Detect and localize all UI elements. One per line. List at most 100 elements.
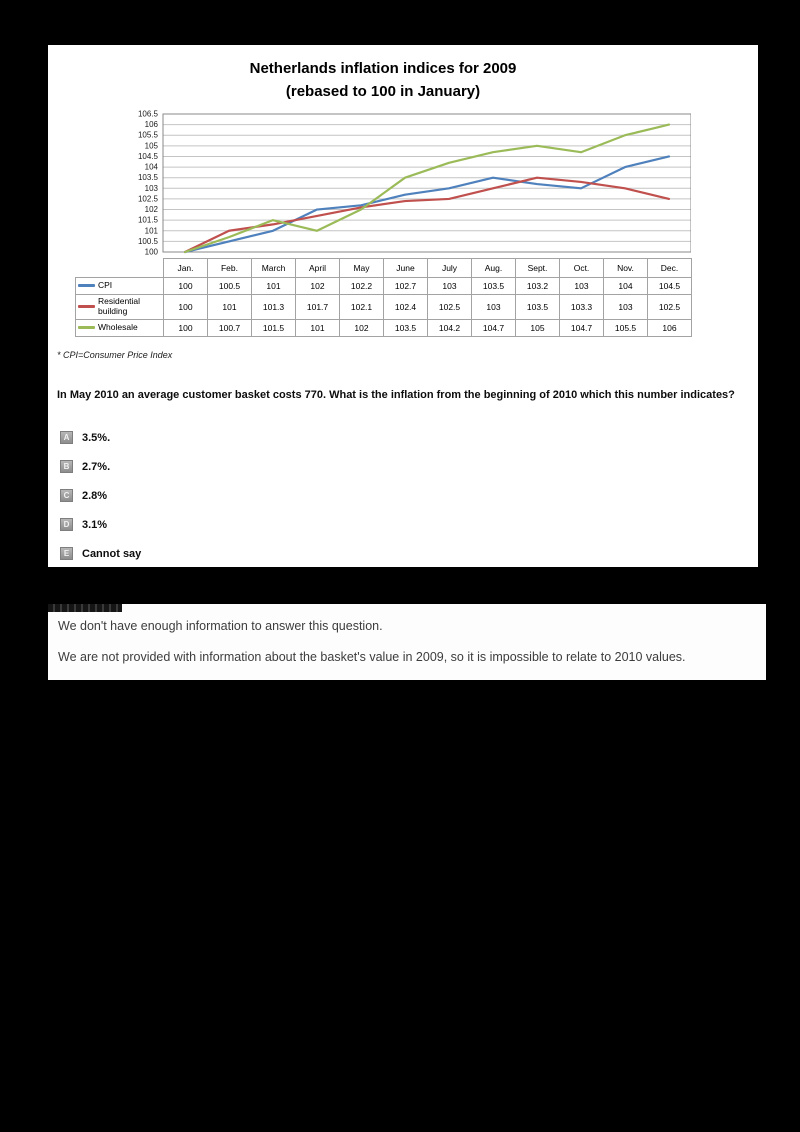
option-letter-badge: E [60,547,73,560]
month-header-cell: Feb. [207,258,252,278]
y-axis-tick-label: 102 [145,205,159,214]
question-text: In May 2010 an average customer basket c… [57,389,735,401]
answer-option-d[interactable]: D 3.1% [60,510,480,539]
value-cell: 102.7 [383,277,428,295]
month-header-cell: March [251,258,296,278]
value-cell: 101 [207,294,252,320]
month-header-cell: Aug. [471,258,516,278]
answer-option-b[interactable]: B 2.7%. [60,452,480,481]
chart-data-table: Jan. Feb. March April May June July Aug. Sept. Oc… [75,258,692,337]
value-cell: 100 [163,294,208,320]
value-cell: 102 [339,318,384,337]
table-row-wholesale: Wholesale 100 100.7 101.5 101 102 103.5 104.2 10… [75,318,692,337]
value-cell: 101 [251,277,296,295]
value-cell: 103.5 [471,277,516,295]
value-cell: 103.5 [515,294,560,320]
y-axis-tick-label: 106 [145,120,159,129]
value-cell: 102.5 [427,294,472,320]
table-row-cpi: CPI 100 100.5 101 102 102.2 102.7 103 103.5 103.2… [75,277,692,295]
y-axis-tick-label: 101 [145,226,159,235]
value-cell: 104 [603,277,648,295]
y-axis-tick-label: 103 [145,184,159,193]
month-header-cell: June [383,258,428,278]
option-text: 3.5%. [82,431,111,444]
series-label-cell-cpi: CPI [75,277,164,295]
cpi-footnote: * CPI=Consumer Price Index [57,350,173,360]
value-cell: 101.7 [295,294,340,320]
option-letter-badge: D [60,518,73,531]
value-cell: 104.2 [427,318,472,337]
y-axis-tick-label: 106.5 [138,110,159,119]
series-line-wholesale [183,123,671,254]
value-cell: 100.7 [207,318,252,337]
chart-title-line-1: Netherlands inflation indices for 2009 [249,60,517,77]
series-label-cell-wholesale: Wholesale [75,318,164,337]
month-header-cell: Oct. [559,258,604,278]
value-cell: 103.2 [515,277,560,295]
value-cell: 103.3 [559,294,604,320]
series-name-label: CPI [98,280,113,291]
table-corner-cell [76,259,164,278]
y-axis-tick-label: 104 [145,163,159,172]
option-letter-badge: A [60,431,73,444]
value-cell: 102.2 [339,277,384,295]
option-text: Cannot say [82,547,142,560]
option-letter-badge: B [60,460,73,473]
y-axis-tick-label: 100.5 [138,237,159,246]
explanation-line-1: We don't have enough information to answ… [58,619,383,633]
option-text: 2.8% [82,489,108,502]
option-text: 2.7%. [82,460,111,473]
inflation-chart: Netherlands inflation indices for 2009 (… [75,57,692,337]
value-cell: 102.4 [383,294,428,320]
answer-option-c[interactable]: C 2.8% [60,481,480,510]
table-row-residential-building: Residential building 100 101 101.3 101.7 102.… [75,294,692,320]
value-cell: 102.5 [647,294,692,320]
legend-swatch-residential-building [78,305,95,309]
value-cell: 104.7 [559,318,604,337]
value-cell: 103 [427,277,472,295]
value-cell: 100.5 [207,277,252,295]
y-axis-tick-label: 104.5 [138,152,159,161]
legend-swatch-wholesale [78,326,95,330]
value-cell: 101 [295,318,340,337]
y-axis-tick-label: 100 [145,248,159,257]
answer-options-list: A 3.5%. B 2.7%. C 2.8% D 3.1% E Cannot say [60,423,480,568]
month-header-cell: Nov. [603,258,648,278]
month-header-cell: May [339,258,384,278]
y-axis-tick-label: 102.5 [138,194,159,203]
value-cell: 106 [647,318,692,337]
value-cell: 102 [295,277,340,295]
month-header-cell: Jan. [163,258,208,278]
value-cell: 103 [603,294,648,320]
plot-border [162,113,691,253]
month-header-cell: April [295,258,340,278]
explanation-panel: We don't have enough information to answ… [48,604,766,680]
explanation-line-2: We are not provided with information abo… [58,650,686,664]
series-line-cpi [183,155,671,254]
y-axis-tick-label: 105.5 [138,131,159,140]
table-header-row: Jan. Feb. March April May June July Aug. Sept. Oc… [76,258,692,278]
month-header-cell: Dec. [647,258,692,278]
answer-option-a[interactable]: A 3.5%. [60,423,480,452]
month-header-cell: Sept. [515,258,560,278]
series-label-cell-residential-building: Residential building [75,294,164,320]
value-cell: 103 [559,277,604,295]
value-cell: 102.1 [339,294,384,320]
series-name-label: Wholesale [98,321,138,332]
value-cell: 105 [515,318,560,337]
month-header-cell: July [427,258,472,278]
value-cell: 104.5 [647,277,692,295]
chart-title-line-2: (rebased to 100 in January) [285,83,481,100]
y-axis-tick-label: 101.5 [138,216,159,225]
y-axis-tick-label: 105 [145,141,159,150]
cropped-header-remnant [48,604,122,612]
value-cell: 100 [163,277,208,295]
value-cell: 105.5 [603,318,648,337]
answer-option-e[interactable]: E Cannot say [60,539,480,568]
chart-title: Netherlands inflation indices for 2009 (… [75,57,691,103]
y-axis-tick-label: 103.5 [138,173,159,182]
value-cell: 104.7 [471,318,516,337]
series-name-label: Residential building [98,296,141,316]
value-cell: 103.5 [383,318,428,337]
